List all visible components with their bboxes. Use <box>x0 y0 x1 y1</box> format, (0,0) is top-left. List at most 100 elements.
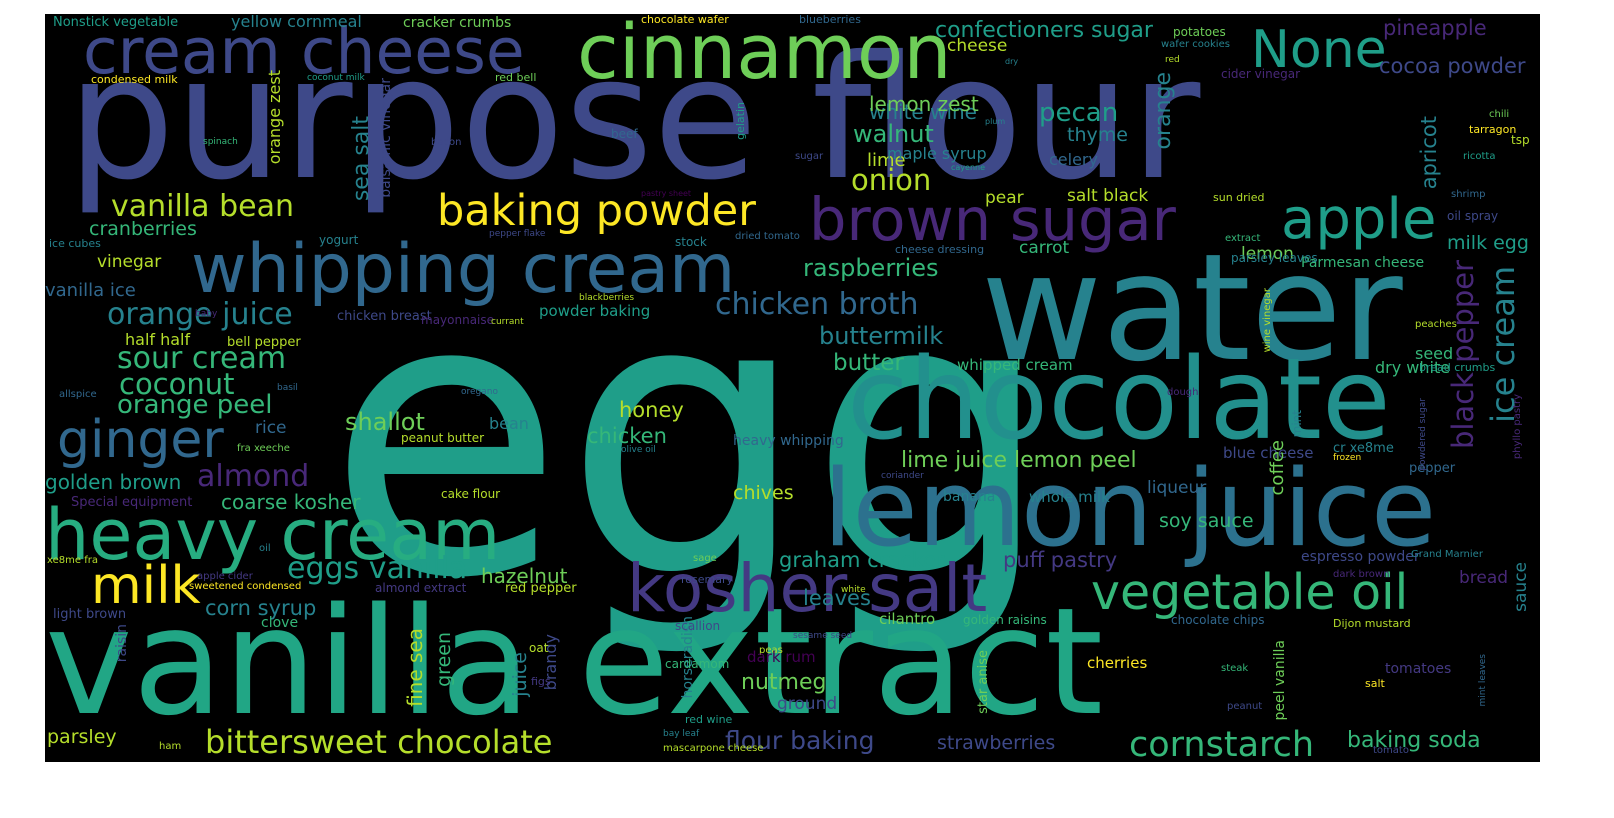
word-dijon-mustard: Dijon mustard <box>1333 617 1411 630</box>
word-apple: apple <box>1281 187 1437 252</box>
word-bay-leaf: bay leaf <box>663 729 700 739</box>
word-cr-xe8me: cr xe8me <box>1333 441 1394 456</box>
word-powder-baking: powder baking <box>539 302 651 320</box>
word-orange-zest: orange zest <box>265 70 284 165</box>
word-condensed-milk: condensed milk <box>91 73 178 86</box>
word-seed: seed <box>1415 344 1454 363</box>
word-half-half: half half <box>125 330 191 349</box>
word-pepper: pepper <box>1409 461 1456 476</box>
word-coconut-milk: coconut milk <box>307 73 365 83</box>
word-bell-pepper: bell pepper <box>227 335 301 350</box>
word-baking-powder: baking powder <box>437 186 756 236</box>
word-pear: pear <box>985 188 1024 208</box>
word-oat: oat <box>529 641 549 655</box>
word-mascarpone-cheese: mascarpone cheese <box>663 743 764 754</box>
word-tsp: tsp <box>1511 133 1530 147</box>
word-rice: rice <box>255 418 287 438</box>
word-sun-dried: sun dried <box>1213 191 1265 204</box>
word-bread: bread <box>1459 568 1509 588</box>
word-maple-syrup: maple syrup <box>887 144 987 163</box>
word-sugar: sugar <box>795 151 824 162</box>
word-mint-leaves: mint leaves <box>1478 654 1488 707</box>
word-cake-flour: cake flour <box>441 487 501 501</box>
word-coriander: coriander <box>881 471 924 481</box>
word-fra-xeeche: fra xeeche <box>237 443 290 454</box>
word-cider-vinegar: cider vinegar <box>1221 67 1301 81</box>
word-phyllo-pastry: phyllo pastry <box>1512 394 1523 460</box>
word-red-pepper: red pepper <box>505 581 577 596</box>
word-chicken-broth: chicken broth <box>715 287 919 322</box>
word-yogurt: yogurt <box>319 233 359 247</box>
word-strawberries: strawberries <box>937 732 1056 754</box>
word-light-brown: light brown <box>53 607 127 622</box>
word-celery: celery <box>1049 150 1098 169</box>
word-sauce: sauce <box>1511 562 1531 612</box>
word-cilantro: cilantro <box>879 610 936 628</box>
word-dough: dough <box>1167 387 1199 398</box>
word-cardamom: cardamom <box>665 657 730 671</box>
word-dry: dry <box>1005 57 1019 66</box>
word-coconut: coconut <box>119 367 235 401</box>
word-ground: ground <box>777 694 838 714</box>
word-frozen: frozen <box>1333 453 1362 463</box>
word-nutmeg: nutmeg <box>741 670 827 695</box>
word-almond: almond <box>197 459 310 494</box>
word-oregano: oregano <box>461 387 498 397</box>
word-chili: chili <box>1489 109 1510 120</box>
word-milk-egg: milk egg <box>1447 232 1529 254</box>
word-cloud: egg purpose flour vanilla extract water choc… <box>45 14 1540 762</box>
word-rosemary: rosemary <box>681 573 733 586</box>
word-parmesan-cheese: Parmesan cheese <box>1301 255 1425 271</box>
word-tarragon: tarragon <box>1469 123 1517 136</box>
word-allspice: allspice <box>59 389 97 400</box>
word-honey: honey <box>619 398 684 422</box>
word-peaches: peaches <box>1415 319 1457 330</box>
word-pastry-sheet: pastry sheet <box>641 189 692 198</box>
word-bittersweet-chocolate: bittersweet chocolate <box>205 723 553 761</box>
word-puff-pastry: puff pastry <box>1003 548 1118 572</box>
word-coarse-kosher: coarse kosher <box>221 490 361 514</box>
word-juice: juice <box>509 652 531 697</box>
word-green: green <box>433 632 455 687</box>
word-graham-cracker: graham cracker <box>779 548 945 572</box>
word-red-wine: red wine <box>685 713 733 726</box>
word-cherries: cherries <box>1087 654 1148 672</box>
word-sweetened-condensed: sweetened condensed <box>189 581 302 592</box>
word-cornstarch: cornstarch <box>1129 725 1315 763</box>
word-heavy-whipping: heavy whipping <box>733 433 844 449</box>
word-blackberries: blackberries <box>579 293 635 303</box>
word-shrimp: shrimp <box>1451 189 1486 200</box>
word-shallot: shallot <box>345 408 425 436</box>
word-lemon-zest: lemon zest <box>869 92 979 116</box>
word-eggs-vanilla: eggs vanilla <box>287 551 468 586</box>
word-vanilla-ice: vanilla ice <box>45 280 136 301</box>
word-whole-milk: whole milk <box>1029 488 1110 506</box>
word-lime-juice-lemon-peel: lime juice lemon peel <box>901 448 1137 473</box>
word-sour-cream: sour cream <box>117 341 287 376</box>
word-peas: peas <box>759 645 783 656</box>
word-ham: ham <box>159 741 182 752</box>
word-dark-brown: dark brown <box>1333 569 1390 580</box>
word-sesame-seed: sesame seed <box>793 631 853 641</box>
word-plum: plum <box>985 117 1006 126</box>
word-dry-white: dry white <box>1375 358 1451 377</box>
word-peanut-butter: peanut butter <box>401 431 485 445</box>
word-blue-cheese: blue cheese <box>1223 444 1314 462</box>
word-parsley: parsley <box>47 726 117 748</box>
word-parsley-leaves: parsley leaves <box>1231 251 1318 265</box>
word-orange-peel: orange peel <box>117 390 273 420</box>
word-whipping-cream: whipping cream <box>191 230 736 309</box>
word-pecan: pecan <box>1039 98 1119 128</box>
word-leaves: leaves <box>803 586 871 610</box>
word-ice-cubes: ice cubes <box>49 237 101 250</box>
word-apricot: apricot <box>1417 116 1441 190</box>
word-wafer-cookies: wafer cookies <box>1161 39 1230 50</box>
word-chives: chives <box>733 482 794 504</box>
word-oil: oil <box>259 543 271 554</box>
word-vanilla-bean: vanilla bean <box>111 189 294 224</box>
word-beef: beef <box>611 127 638 141</box>
word-brown-sugar: brown sugar <box>809 185 1176 254</box>
word-whipped-cream: whipped cream <box>957 356 1073 374</box>
word-star-anise: star anise <box>976 650 991 714</box>
word-buttermilk: buttermilk <box>819 322 944 350</box>
